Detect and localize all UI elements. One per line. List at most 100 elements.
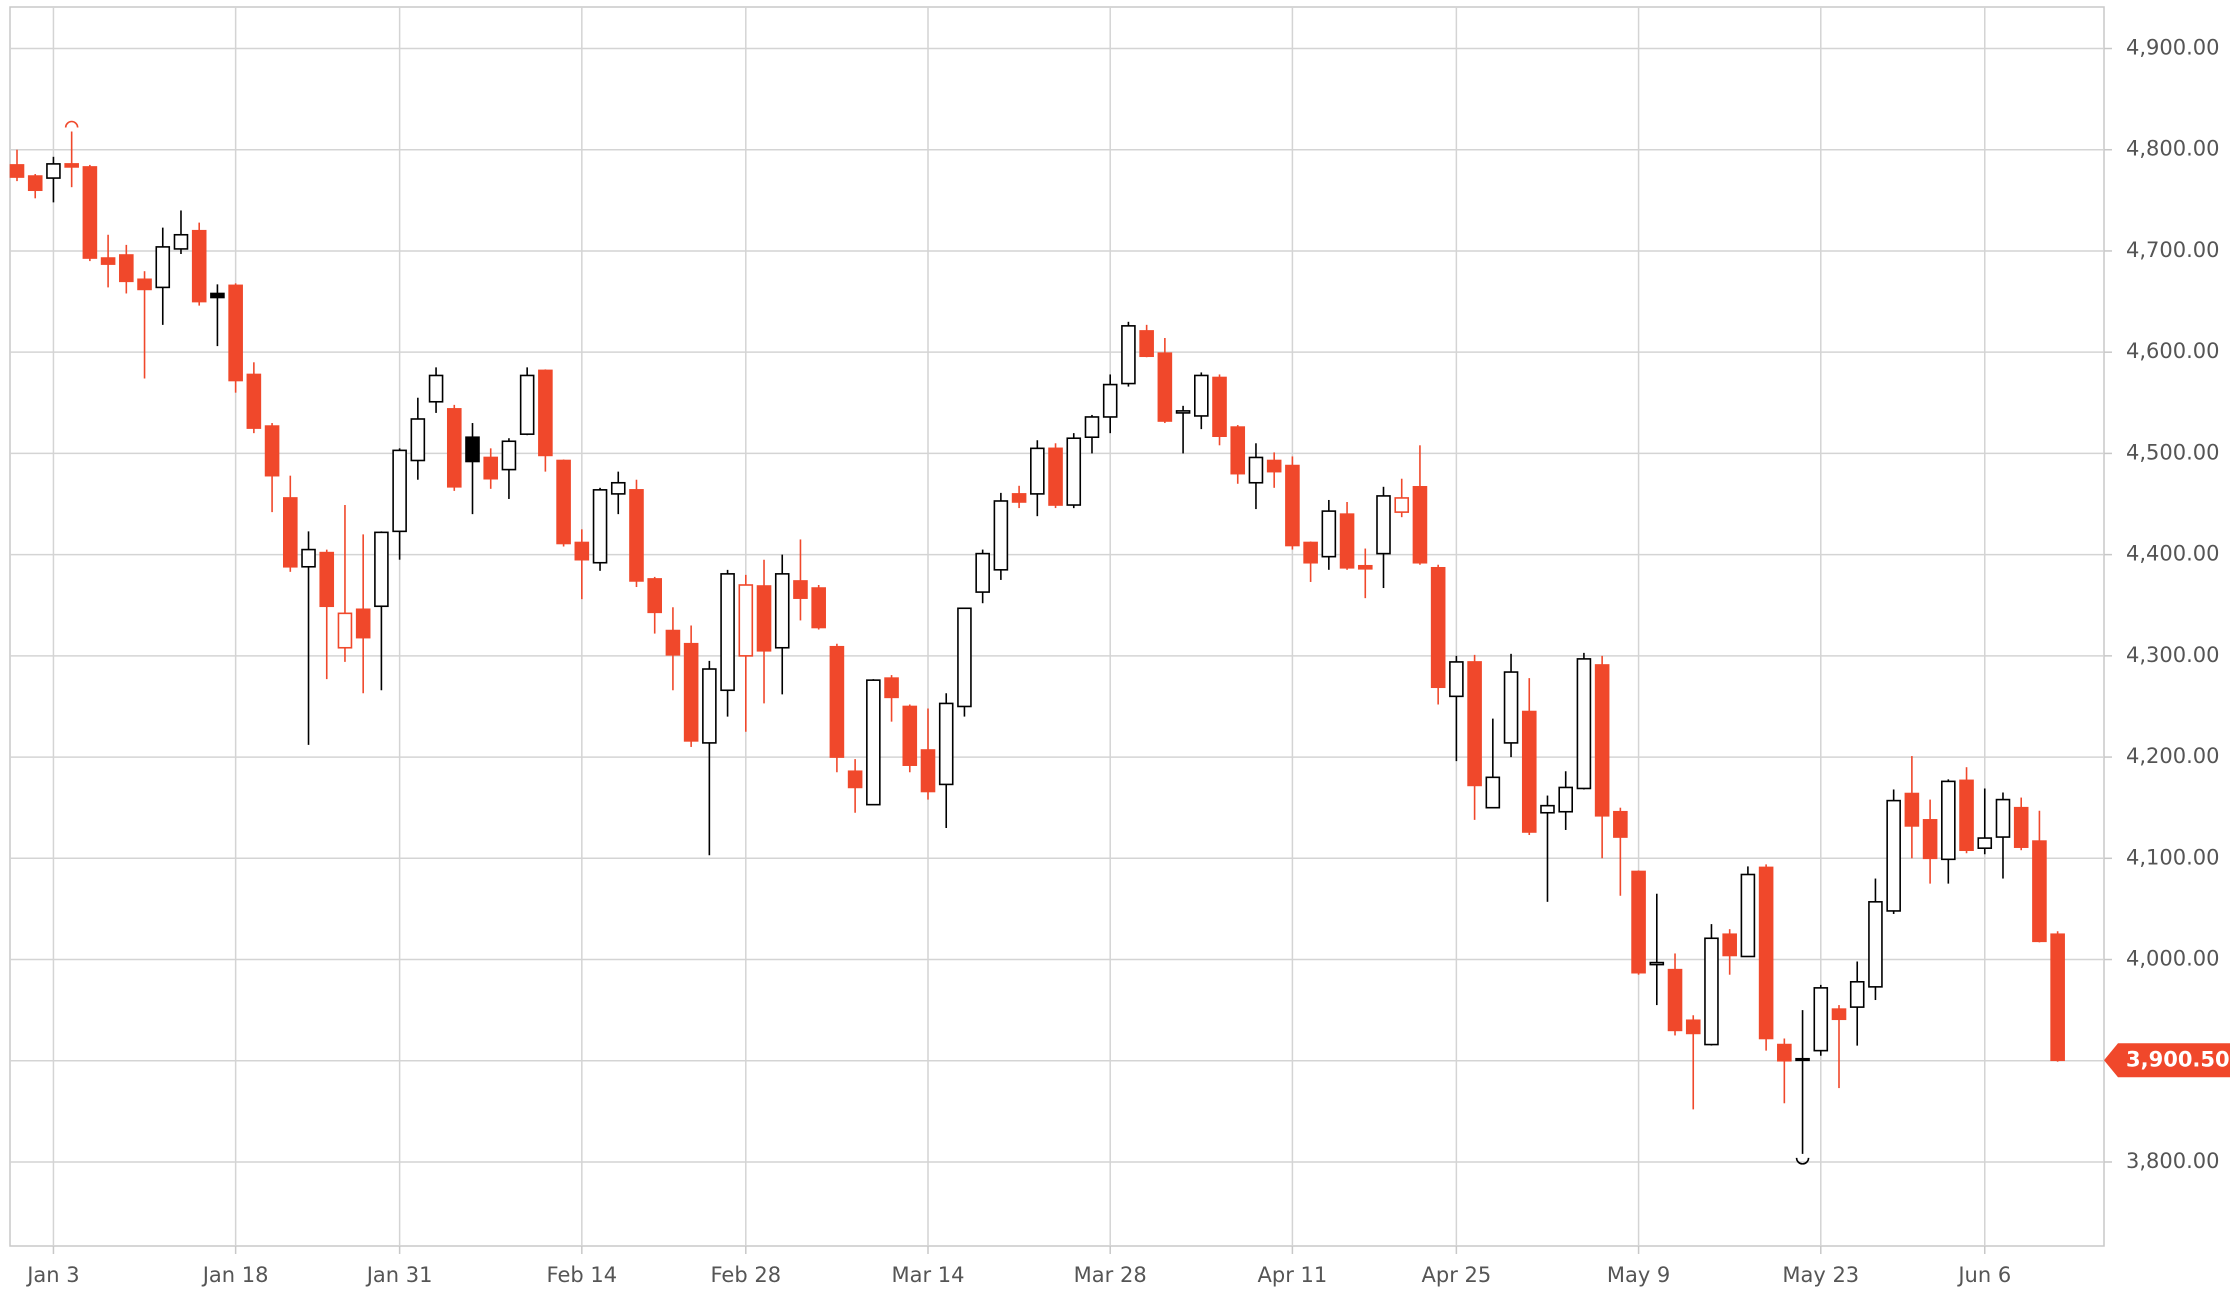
candle-body [228,284,243,382]
candle-body [173,233,189,250]
x-tick-label: Feb 14 [547,1263,618,1287]
y-tick-label: 4,900.00 [2126,36,2220,60]
y-tick-label: 4,300.00 [2126,643,2220,667]
candle-body [210,292,225,299]
candle-body [756,585,772,652]
x-tick-label: Jun 6 [1956,1263,2011,1287]
y-tick-label: 4,400.00 [2126,542,2220,566]
x-tick-label: May 9 [1607,1263,1670,1287]
candle-body [1066,437,1082,506]
y-tick-label: 4,200.00 [2126,744,2220,768]
candle-body [538,369,553,457]
candle-body [884,677,899,699]
x-tick-label: May 23 [1782,1263,1859,1287]
candle-body [1831,1008,1847,1021]
candle-body [1285,464,1300,547]
candle-body [1631,870,1646,974]
candle-body [1503,671,1519,744]
x-tick-label: Jan 31 [365,1263,433,1287]
candle-body [1813,987,1829,1052]
candle-body [1266,459,1282,473]
candle-body [1704,937,1719,1046]
candle-body [1959,779,1974,852]
candle-body [465,436,480,463]
candle-body [592,489,608,564]
candle-body [720,573,735,692]
candle-body [1102,383,1118,418]
candle-body [374,531,389,608]
candle-body [319,551,335,608]
candle-body [282,497,298,568]
candle-body [957,607,972,708]
candle-body [264,425,280,477]
candle-body [847,770,863,789]
candle-body [1449,661,1464,698]
candle-body [137,278,152,291]
candle-body [1977,837,1993,849]
y-tick-label: 4,800.00 [2126,137,2220,161]
candle-body [1685,1019,1701,1035]
y-tick-label: 4,500.00 [2126,440,2220,464]
candle-body [246,373,262,429]
candle-body [1722,933,1737,957]
candle-body [191,229,207,303]
candle-body [1521,710,1537,833]
candle-body [82,166,98,259]
y-tick-label: 4,000.00 [2126,947,2220,971]
candle-body [1321,510,1337,558]
candle-body [355,608,371,639]
last-price-badge [2104,1043,2230,1078]
candle-body [629,489,644,582]
candle-body [501,440,517,471]
candle-body [1248,456,1264,484]
candle-body [1011,493,1027,503]
candle-body [64,163,79,168]
candle-body [774,573,790,649]
candle-body [702,668,717,744]
x-tick-label: Apr 11 [1258,1263,1328,1287]
candle-body [738,584,754,657]
candle-body [1303,541,1318,564]
x-tick-label: Mar 14 [891,1263,964,1287]
candle-body [2013,806,2029,848]
candle-body [1540,804,1555,814]
candle-body [392,449,407,533]
candle-body [1357,564,1373,570]
plot-frame [9,6,2105,1247]
candle-body [902,705,918,766]
candle-body [1084,416,1100,439]
candle-body [1558,786,1573,813]
candle-body [483,456,499,480]
y-tick-label: 3,800.00 [2126,1149,2220,1173]
candle-body [1995,798,2011,838]
candle-body [1886,799,1901,912]
x-tick-label: Jan 3 [25,1263,79,1287]
candle-body [829,645,845,758]
candle-body [1339,513,1355,569]
candle-body [574,541,590,561]
candle-body [1430,566,1446,689]
candle-body [1157,352,1173,422]
candle-body [1613,810,1628,838]
candle-body [1576,658,1592,790]
y-tick-label: 4,100.00 [2126,845,2220,869]
candle-body [1758,866,1774,1040]
candle-body [46,163,61,179]
x-tick-label: Feb 28 [711,1263,782,1287]
candle-body [1394,497,1410,513]
candle-body [155,246,171,289]
y-tick-label: 4,600.00 [2126,339,2220,363]
candle-body [27,175,43,192]
candle-body [1849,981,1865,1008]
candle-body [1740,873,1756,958]
candle-body [1175,410,1191,414]
candle-body [519,374,535,435]
candle-body [100,257,116,265]
candle-body [556,459,571,545]
candle-body [1485,776,1501,809]
low-marker [1795,1157,1810,1165]
candle-body [1594,664,1610,817]
last-price-label: 3,900.50 [2126,1047,2230,1071]
candle-body [610,481,626,495]
candle-body [975,552,990,593]
